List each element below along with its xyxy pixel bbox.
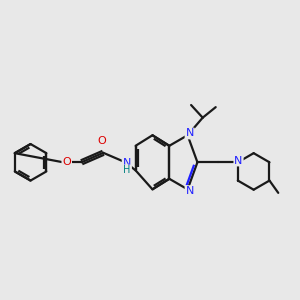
Text: N: N	[234, 155, 243, 166]
Text: N: N	[185, 128, 194, 139]
Text: O: O	[62, 157, 71, 167]
Text: N: N	[185, 186, 194, 196]
Text: O: O	[98, 136, 106, 146]
Text: H: H	[123, 165, 130, 176]
Text: N: N	[123, 158, 131, 168]
